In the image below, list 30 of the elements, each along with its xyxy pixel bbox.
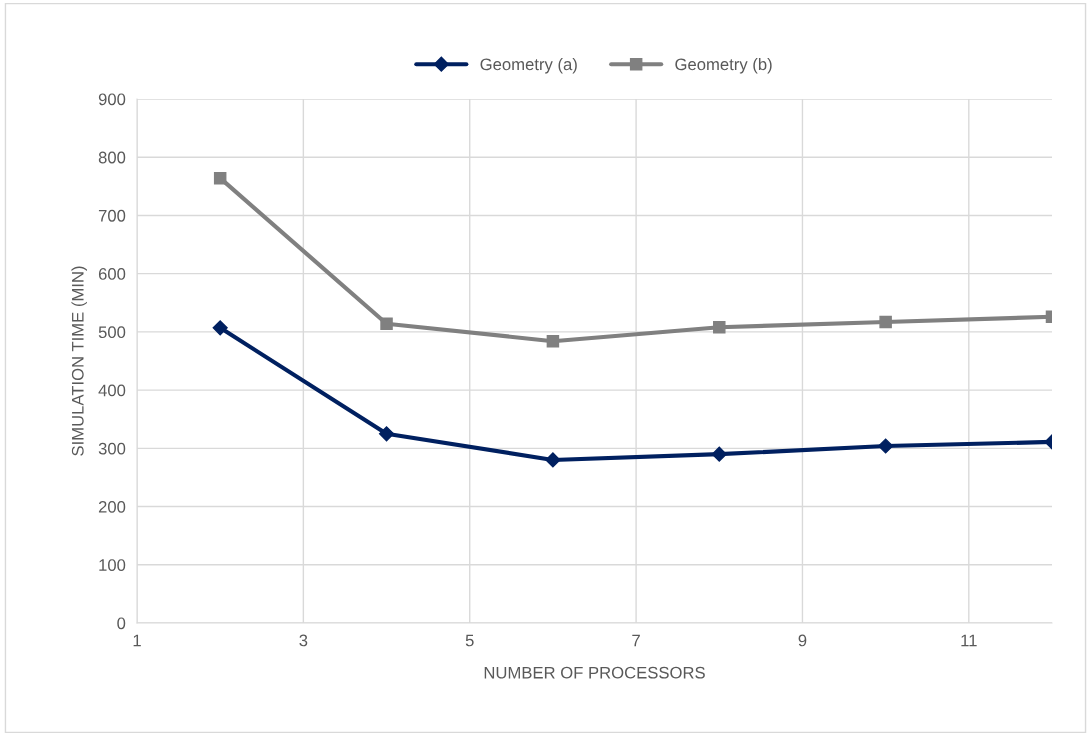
point [879, 315, 892, 329]
y-tick-label: 600 [98, 268, 126, 280]
point [711, 446, 727, 462]
point [380, 317, 393, 330]
point [213, 171, 227, 185]
point [545, 452, 561, 468]
y-tick-label: 300 [98, 442, 126, 455]
point [713, 320, 726, 334]
y-tick-label: 200 [98, 500, 126, 513]
y-tick-label: 800 [98, 151, 126, 164]
point [378, 426, 395, 442]
x-tick-label: 1 [133, 634, 141, 647]
x-tick-label: 7 [632, 634, 640, 647]
y-tick-label: 500 [98, 326, 126, 339]
y-tick-label: 0 [117, 617, 126, 630]
y-tick-label: 400 [98, 384, 126, 397]
x-axis-title: NUMBER OF PROCESSORS [484, 666, 705, 679]
legend-label: Geometry (b) [675, 57, 772, 74]
x-tick-label: 11 [961, 634, 977, 647]
point [878, 438, 894, 454]
y-axis-title: SIMULATION TIME (MIN) [71, 266, 87, 456]
y-tick-label: 700 [98, 209, 126, 222]
point [212, 320, 228, 336]
legend-label: Geometry (a) [480, 57, 577, 74]
x-tick-label: 5 [465, 634, 474, 647]
y-tick-label: 100 [99, 559, 126, 571]
y-tick-label: 900 [98, 93, 126, 106]
x-tick-label: 9 [798, 634, 807, 647]
point [546, 334, 560, 348]
x-tick-label: 3 [299, 634, 308, 647]
